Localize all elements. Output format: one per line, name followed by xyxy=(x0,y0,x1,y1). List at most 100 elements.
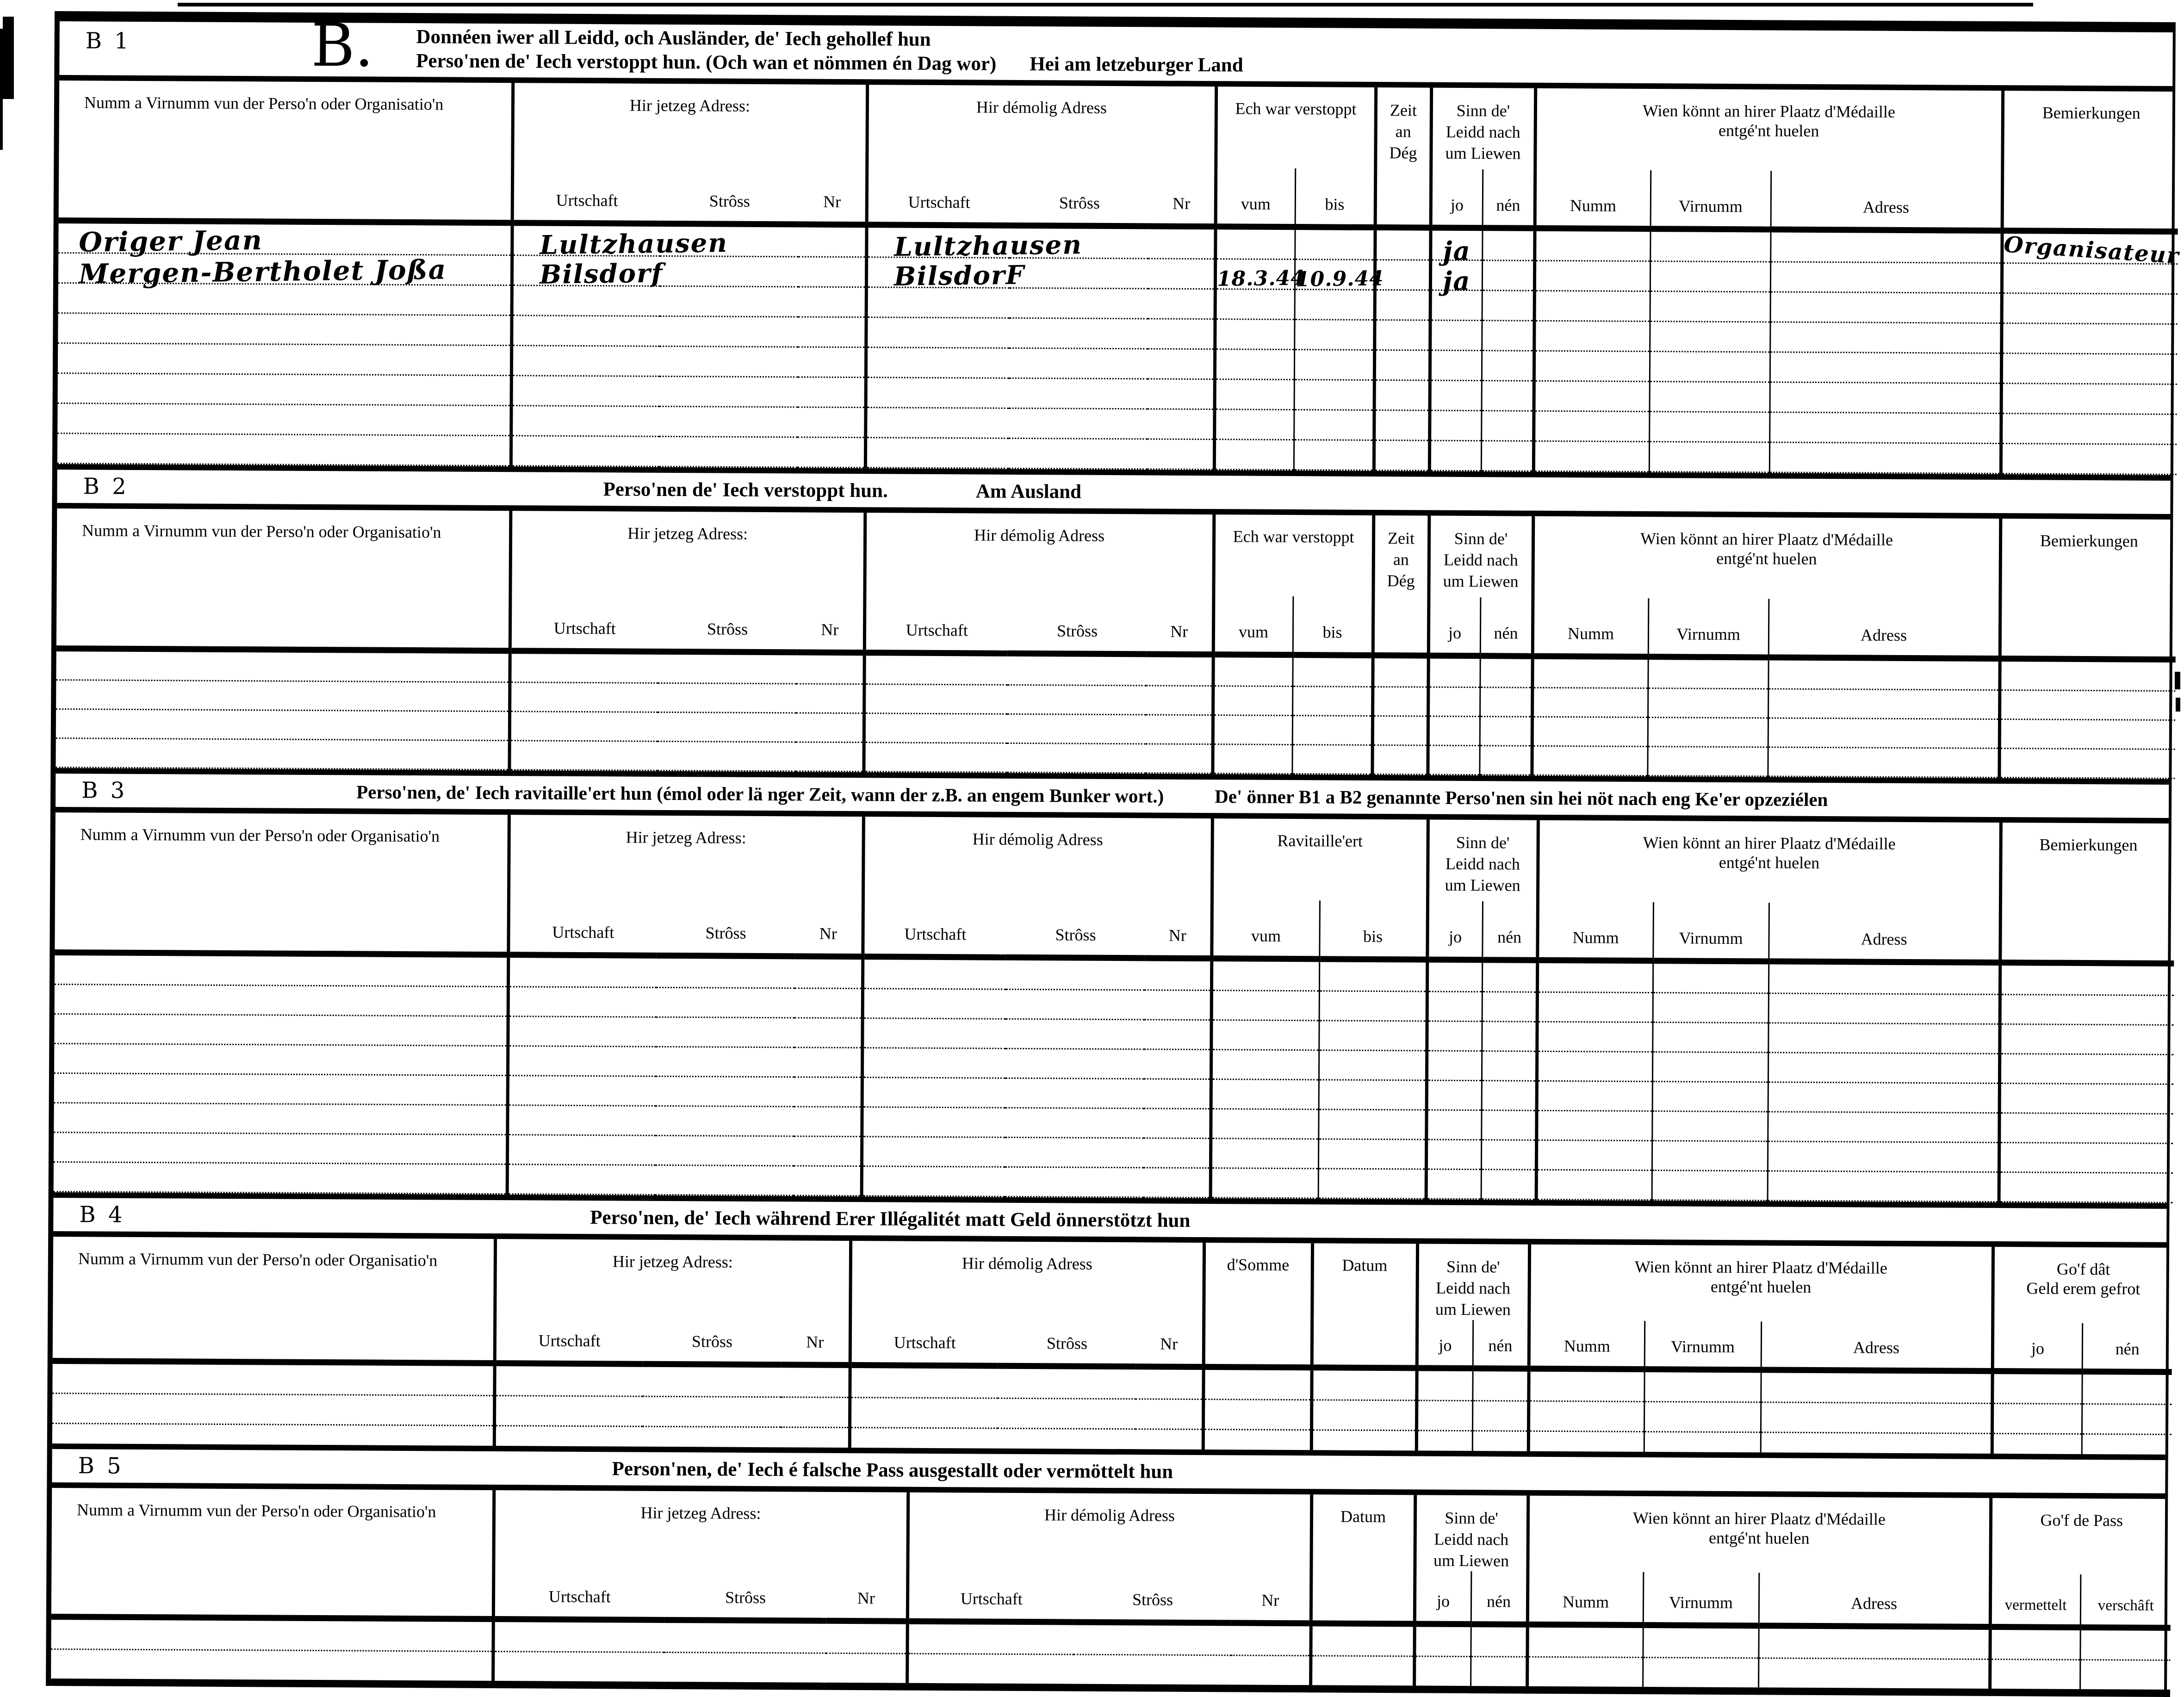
col-header-ravitaillert: Ravitaille'ert xyxy=(1212,818,1428,901)
col-header-nen: nén xyxy=(2082,1323,2172,1372)
col-header-sinn-leidd: Sinn de' Leidd nach um Liewen xyxy=(1417,1244,1530,1320)
section-b1-titles: Donnéen iwer all Leidd, och Ausländer, d… xyxy=(416,23,1243,78)
col-header-demolig-adress: Hir démolig Adress xyxy=(907,1492,1312,1571)
col-header-datum: Datum xyxy=(1311,1243,1418,1369)
col-header-numm: Numm xyxy=(1534,169,1651,229)
col-header-adress: Adress xyxy=(1768,599,2000,659)
col-header-verstoppt: Ech war verstoppt xyxy=(1213,514,1374,597)
col-header-datum: Datum xyxy=(1310,1494,1415,1624)
col-header-bis: bis xyxy=(1292,596,1373,656)
section-b5: B 5 Person'nen, de' Iech é falsche Pass … xyxy=(46,1443,2172,1697)
col-header-zeit-an-deg: Zeit an Dég xyxy=(1372,515,1429,656)
handwritten-jo: ja xyxy=(1442,235,1471,267)
col-header-urtschaft: Urtschaft xyxy=(864,594,1008,654)
col-header-urtschaft: Urtschaft xyxy=(508,896,657,956)
col-header-vum: vum xyxy=(1211,900,1320,959)
col-header-name: Numm a Virnumm vun der Perso'n oder Orga… xyxy=(56,508,511,651)
col-header-somme: d'Somme xyxy=(1203,1243,1313,1368)
col-header-nr: Nr xyxy=(799,166,867,225)
col-header-nr: Nr xyxy=(1231,1570,1311,1624)
table-b4: Numm a Virnumm vun der Perso'n oder Orga… xyxy=(52,1237,2173,1455)
col-header-urtschaft: Urtschaft xyxy=(907,1568,1074,1623)
col-header-name: Numm a Virnumm vun der Perso'n oder Orga… xyxy=(58,81,513,223)
col-header-stross: Strôss xyxy=(1010,167,1149,226)
col-header-adress: Adress xyxy=(1770,171,2003,231)
col-header-stross: Strôss xyxy=(1007,595,1147,654)
handwritten-demolig-urtschaft: BilsdorF xyxy=(893,260,1025,292)
section-b5-id: B 5 xyxy=(78,1453,124,1480)
b2-subtitle: Am Ausland xyxy=(975,480,1082,503)
col-header-urtschaft: Urtschaft xyxy=(866,166,1011,226)
col-header-vum: vum xyxy=(1215,168,1296,227)
section-b1: B 1 B. Donnéen iwer all Leidd, och Auslä… xyxy=(52,11,2180,475)
section-b-letter: B. xyxy=(311,11,374,81)
col-header-wien-medaille: Wien könnt an hirer Plaatz d'Médaille ent… xyxy=(1533,516,2001,601)
col-header-vermettelt: vermettelt xyxy=(1990,1574,2081,1628)
col-header-wien-medaille: Wien könnt an hirer Plaatz d'Médaille ent… xyxy=(1538,820,2001,904)
col-header-demolig-adress: Hir démolig Adress xyxy=(850,1241,1204,1319)
col-header-stross: Strôss xyxy=(642,1315,782,1365)
col-header-virnumm: Virnumm xyxy=(1643,1572,1759,1626)
col-header-adress: Adress xyxy=(1758,1573,1991,1627)
col-header-gof-geld: Go'f dât Geld erem gefrot xyxy=(1992,1246,2173,1324)
col-header-stross: Strôss xyxy=(656,897,795,956)
col-header-bemierkungen: Bemierkungen xyxy=(2000,823,2175,964)
col-header-virnumm: Virnumm xyxy=(1653,902,1769,961)
scan-artifact-right-mark1 xyxy=(2175,672,2180,689)
section-b4: B 4 Perso'nen, de' Iech während Erer Ill… xyxy=(47,1192,2173,1455)
col-header-nr: Nr xyxy=(1146,595,1214,655)
col-header-urtschaft: Urtschaft xyxy=(494,1315,643,1364)
col-header-jo: jo xyxy=(1992,1323,2083,1372)
form-sheet: B 1 B. Donnéen iwer all Leidd, och Auslä… xyxy=(46,11,2180,1697)
scan-artifact-top-line xyxy=(178,3,2033,6)
b1-title-line1: Donnéen iwer all Leidd, och Ausländer, d… xyxy=(416,26,931,50)
table-b2: Numm a Virnumm vun der Perso'n oder Orga… xyxy=(56,508,2177,779)
col-header-nr: Nr xyxy=(1145,899,1212,959)
b2-title: Perso'nen de' Iech verstoppt hun. xyxy=(603,478,888,502)
handwritten-vum: 18.3.44 xyxy=(1216,266,1305,291)
col-header-bemierkungen: Bemierkungen xyxy=(1999,519,2177,660)
col-header-stross: Strôss xyxy=(1006,898,1146,958)
col-header-name: Numm a Virnumm vun der Perso'n oder Orga… xyxy=(51,1488,494,1619)
col-header-nr: Nr xyxy=(1148,167,1216,227)
col-header-jo: jo xyxy=(1428,597,1481,656)
scan-artifact-left-bar xyxy=(3,17,14,99)
b1-title-line2: Perso'nen de' Iech verstoppt hun. (Och w… xyxy=(416,50,997,75)
scan-artifact-left-line xyxy=(0,29,3,150)
col-header-jetzeg-adress: Hir jetzeg Adress: xyxy=(510,511,865,595)
col-header-stross: Strôss xyxy=(1073,1569,1232,1623)
col-header-demolig-adress: Hir démolig Adress xyxy=(864,513,1214,596)
col-header-adress: Adress xyxy=(1761,1321,1993,1371)
col-header-bis: bis xyxy=(1319,900,1428,960)
col-header-sinn-leidd: Sinn de' Leidd nach um Liewen xyxy=(1431,87,1536,170)
col-header-wien-medaille: Wien könnt an hirer Plaatz d'Médaille ent… xyxy=(1527,1495,1991,1574)
col-header-gof-pass: Go'f de Pass xyxy=(1990,1498,2172,1575)
handwritten-jetzeg-urtschaft: Lultzhausen xyxy=(539,228,728,261)
col-header-name: Numm a Virnumm vun der Perso'n oder Orga… xyxy=(55,812,509,955)
col-header-nen: nén xyxy=(1480,597,1533,657)
col-header-virnumm: Virnumm xyxy=(1650,170,1771,229)
col-header-urtschaft: Urtschaft xyxy=(850,1317,999,1366)
col-header-nr: Nr xyxy=(796,594,865,653)
section-b2-id: B 2 xyxy=(83,473,129,500)
section-b2: B 2 Perso'nen de' Iech verstoppt hun. Am… xyxy=(50,464,2177,779)
col-header-vum: vum xyxy=(1213,596,1293,655)
col-header-jo: jo xyxy=(1427,901,1483,960)
col-header-sinn-leidd: Sinn de' Leidd nach um Liewen xyxy=(1427,819,1538,902)
col-header-zeit-an-deg: Zeit an Dég xyxy=(1375,87,1432,228)
handwritten-bis: 10.9.44 xyxy=(1295,266,1384,291)
col-header-urtschaft: Urtschaft xyxy=(509,592,658,652)
col-header-jo: jo xyxy=(1416,1319,1473,1369)
col-header-stross: Strôss xyxy=(664,1567,827,1621)
col-header-urtschaft: Urtschaft xyxy=(862,898,1007,958)
section-b1-title-band: B 1 B. Donnéen iwer all Leidd, och Auslä… xyxy=(59,11,2173,92)
col-header-stross: Strôss xyxy=(660,165,800,224)
b4-title: Perso'nen, de' Iech während Erer Illégal… xyxy=(590,1206,1191,1232)
section-b1-id: B 1 xyxy=(85,28,131,54)
col-header-nr: Nr xyxy=(1135,1318,1204,1367)
b3-title2: De' önner B1 a B2 genannte Perso'nen sin… xyxy=(1215,786,1828,811)
col-header-verschaft: verschâft xyxy=(2080,1574,2171,1628)
col-header-sinn-leidd: Sinn de' Leidd nach um Liewen xyxy=(1428,515,1533,598)
col-header-nr: Nr xyxy=(826,1568,908,1622)
scan-artifact-right-mark2 xyxy=(2176,698,2180,712)
